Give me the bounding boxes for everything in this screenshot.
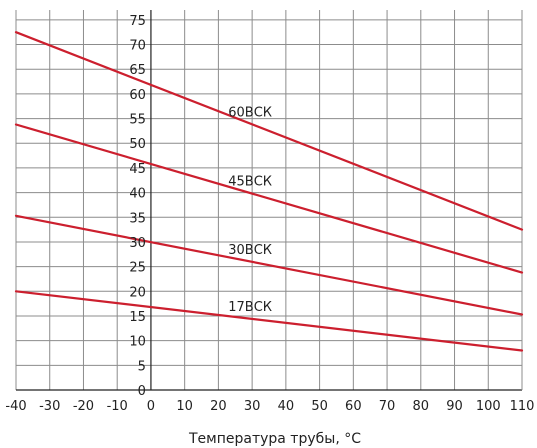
x-tick-label: 10 [176,399,193,414]
x-tick-label: 70 [379,399,396,414]
x-tick-label: 90 [446,399,463,414]
y-tick-label: 10 [129,335,146,350]
x-tick-label: -20 [73,399,94,414]
x-tick-label: 20 [210,399,227,414]
grid [15,10,523,390]
y-tick-label: 25 [129,261,146,276]
y-tick-label: 70 [129,39,146,54]
series-line [14,123,524,274]
y-tick-label: 45 [129,162,146,177]
x-tick-label: 50 [311,399,328,414]
series-labels: 60ВСК 45ВСК 30ВСК 17ВСК [228,105,272,315]
x-axis-title: Температура трубы, °C [188,431,361,447]
x-tick-label: -40 [5,399,26,414]
x-tick-label: 100 [476,399,501,414]
series-label: 45ВСК [228,175,272,190]
series-label: 17ВСК [228,300,272,315]
tick-labels: -40 -30 -20 -10 0 10 20 30 40 50 60 70 80 90 100 110 0 5 1… [5,14,534,414]
y-tick-label: 20 [129,285,146,300]
y-tick-label: 30 [129,236,146,251]
x-tick-label: -10 [107,399,128,414]
series-label: 30ВСК [228,243,272,258]
series-label: 60ВСК [228,105,272,120]
series-line [14,214,524,316]
y-tick-label: 60 [129,88,146,103]
y-tick-label: 65 [129,63,146,78]
series-line [14,31,524,231]
y-tick-label: 40 [129,187,146,202]
x-tick-label: 0 [147,399,155,414]
y-tick-label: 15 [129,310,146,325]
y-tick-label: 55 [129,113,146,128]
y-tick-label: 5 [138,359,146,374]
y-tick-label: 0 [138,384,146,399]
y-tick-label: 75 [129,14,146,29]
x-tick-label: 60 [345,399,362,414]
x-tick-label: 30 [244,399,261,414]
x-tick-label: 40 [278,399,295,414]
y-tick-label: 50 [129,137,146,152]
series-line [14,290,524,352]
x-tick-label: -30 [39,399,60,414]
axes [16,10,523,391]
y-tick-label: 35 [129,211,146,226]
x-tick-label: 110 [510,399,535,414]
x-tick-label: 80 [413,399,430,414]
series [14,31,524,352]
